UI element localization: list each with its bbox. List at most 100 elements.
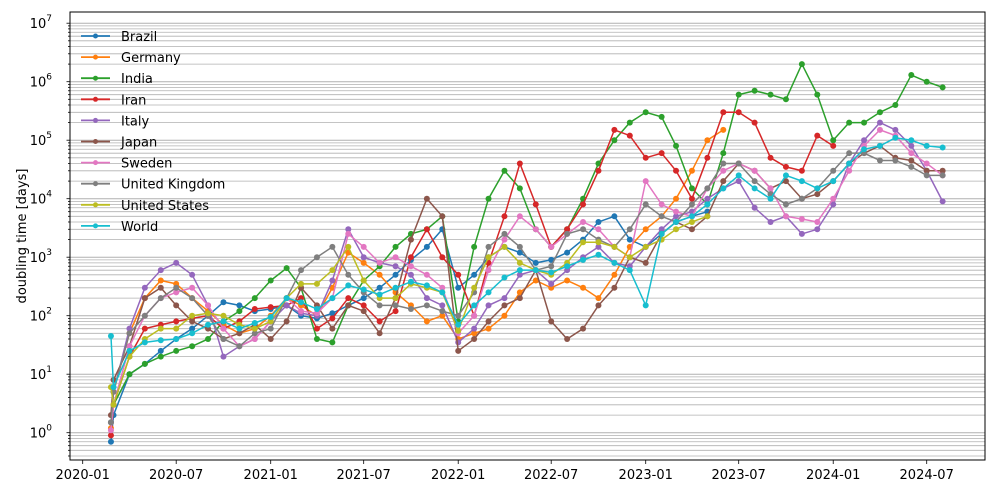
data-point bbox=[532, 201, 539, 208]
data-point bbox=[767, 185, 774, 192]
data-point bbox=[439, 213, 446, 220]
data-point bbox=[251, 330, 258, 337]
data-point bbox=[923, 160, 930, 167]
data-point bbox=[814, 226, 821, 233]
series-india bbox=[107, 61, 946, 426]
data-point bbox=[673, 208, 680, 215]
data-point bbox=[376, 271, 383, 278]
data-point bbox=[173, 284, 180, 291]
legend-label: Italy bbox=[121, 114, 150, 129]
data-point bbox=[251, 295, 258, 302]
data-point bbox=[423, 271, 430, 278]
data-point bbox=[548, 243, 555, 250]
data-point bbox=[642, 302, 649, 309]
data-point bbox=[345, 243, 352, 250]
data-point bbox=[642, 243, 649, 250]
data-point bbox=[939, 144, 946, 151]
data-point bbox=[298, 280, 305, 287]
data-point bbox=[516, 213, 523, 220]
data-point bbox=[501, 243, 508, 250]
data-point bbox=[892, 134, 899, 141]
data-point bbox=[564, 335, 571, 342]
data-point bbox=[923, 167, 930, 174]
data-point bbox=[455, 339, 462, 346]
data-point bbox=[876, 126, 883, 133]
data-point bbox=[173, 302, 180, 309]
data-point bbox=[501, 230, 508, 237]
data-point bbox=[220, 312, 227, 319]
data-point bbox=[626, 267, 633, 274]
data-point bbox=[564, 263, 571, 270]
data-point bbox=[157, 277, 164, 284]
data-point bbox=[360, 259, 367, 266]
data-point bbox=[157, 347, 164, 354]
data-point bbox=[908, 137, 915, 144]
x-tick-label: 2022-07 bbox=[524, 468, 578, 483]
data-point bbox=[345, 271, 352, 278]
data-point bbox=[360, 308, 367, 315]
data-point bbox=[455, 271, 462, 278]
data-point bbox=[392, 302, 399, 309]
data-point bbox=[798, 178, 805, 185]
data-point bbox=[345, 226, 352, 233]
data-point bbox=[673, 195, 680, 202]
data-point bbox=[673, 167, 680, 174]
legend-item: Japan bbox=[81, 136, 157, 151]
data-point bbox=[298, 295, 305, 302]
data-point bbox=[846, 167, 853, 174]
data-point bbox=[548, 256, 555, 263]
data-point bbox=[329, 243, 336, 250]
data-point bbox=[532, 226, 539, 233]
data-point bbox=[595, 295, 602, 302]
data-point bbox=[688, 195, 695, 202]
data-point bbox=[658, 226, 665, 233]
data-point bbox=[642, 178, 649, 185]
data-point bbox=[580, 284, 587, 291]
data-point bbox=[251, 335, 258, 342]
data-point bbox=[642, 226, 649, 233]
data-point bbox=[580, 218, 587, 225]
data-point bbox=[107, 419, 114, 426]
data-point bbox=[501, 312, 508, 319]
data-point bbox=[141, 295, 148, 302]
x-tick-label: 2020-01 bbox=[56, 468, 110, 483]
data-point bbox=[313, 310, 320, 317]
data-point bbox=[735, 172, 742, 179]
data-point bbox=[157, 284, 164, 291]
data-point bbox=[407, 271, 414, 278]
data-point bbox=[580, 256, 587, 263]
legend-marker bbox=[93, 96, 98, 102]
data-point bbox=[751, 167, 758, 174]
data-point bbox=[735, 178, 742, 185]
data-point bbox=[439, 284, 446, 291]
data-point bbox=[283, 265, 290, 272]
series-world bbox=[107, 134, 946, 391]
data-point bbox=[485, 325, 492, 332]
data-point bbox=[471, 325, 478, 332]
legend-marker bbox=[93, 54, 98, 60]
data-point bbox=[126, 371, 133, 378]
legend: Brazil Germany India Iran Italy Japan Sweden Un… bbox=[81, 30, 225, 235]
data-point bbox=[189, 284, 196, 291]
x-tick-label: 2021-07 bbox=[337, 468, 391, 483]
y-tick-label: 106 bbox=[30, 73, 53, 91]
gridlines bbox=[70, 22, 985, 457]
data-point bbox=[626, 119, 633, 126]
data-point bbox=[642, 259, 649, 266]
data-point bbox=[236, 325, 243, 332]
data-point bbox=[830, 142, 837, 149]
data-point bbox=[532, 259, 539, 266]
data-point bbox=[798, 195, 805, 202]
data-point bbox=[658, 113, 665, 120]
data-point bbox=[376, 318, 383, 325]
data-point bbox=[626, 236, 633, 243]
data-point bbox=[283, 302, 290, 309]
data-point bbox=[189, 330, 196, 337]
data-point bbox=[846, 150, 853, 157]
data-point bbox=[267, 314, 274, 321]
data-point bbox=[751, 87, 758, 94]
data-point bbox=[220, 318, 227, 325]
legend-label: United States bbox=[121, 199, 209, 214]
data-point bbox=[189, 318, 196, 325]
data-point bbox=[688, 213, 695, 220]
